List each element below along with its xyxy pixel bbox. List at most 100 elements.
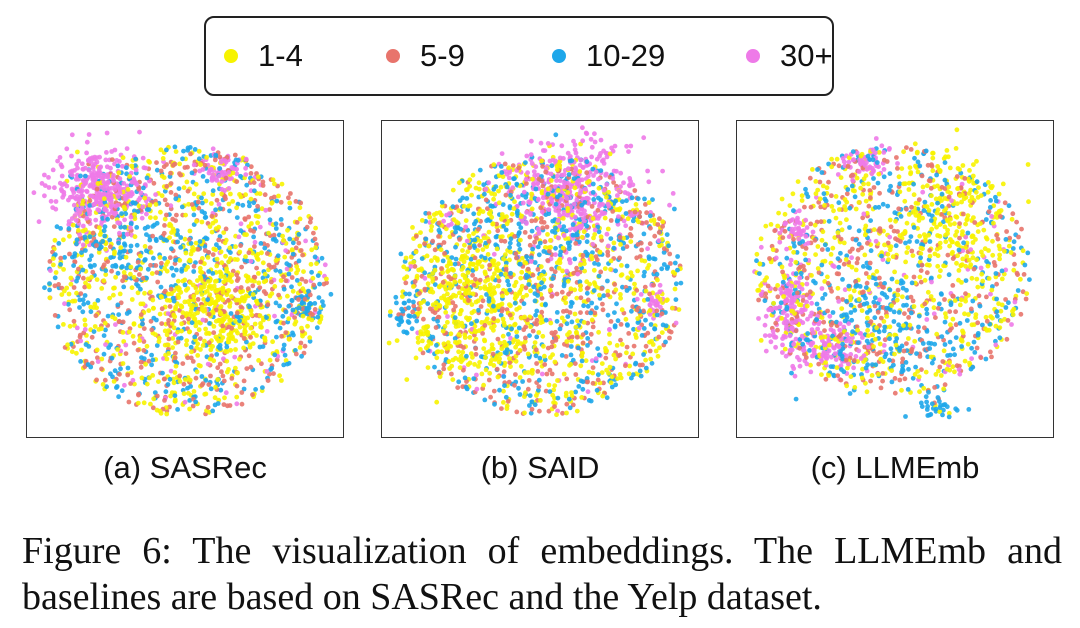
point-10-29 (405, 319, 411, 324)
point-10-29 (456, 379, 462, 385)
point-5-9 (624, 244, 630, 249)
point-1-4 (459, 295, 465, 300)
point-5-9 (457, 237, 462, 242)
point-30-plus (589, 154, 594, 160)
point-1-4 (495, 261, 501, 267)
point-1-4 (568, 361, 574, 367)
point-30-plus (553, 252, 558, 258)
point-1-4 (554, 412, 559, 418)
point-1-4 (423, 345, 429, 351)
point-5-9 (667, 251, 673, 257)
point-10-29 (121, 284, 127, 290)
point-30-plus (62, 301, 67, 307)
point-5-9 (283, 278, 289, 284)
point-10-29 (116, 240, 121, 246)
point-10-29 (406, 313, 412, 319)
point-1-4 (211, 300, 217, 306)
point-5-9 (507, 360, 513, 365)
point-10-29 (150, 357, 156, 363)
point-10-29 (542, 357, 548, 363)
point-10-29 (81, 301, 87, 307)
point-1-4 (560, 245, 566, 251)
point-30-plus (446, 223, 451, 228)
point-1-4 (563, 300, 569, 306)
point-30-plus (628, 143, 634, 149)
point-5-9 (298, 200, 304, 206)
point-30-plus (200, 167, 206, 172)
point-30-plus (445, 314, 450, 319)
point-5-9 (229, 376, 235, 381)
point-10-29 (281, 346, 286, 352)
point-10-29 (516, 325, 522, 331)
point-10-29 (196, 156, 202, 162)
point-30-plus (248, 258, 254, 264)
point-5-9 (223, 226, 229, 232)
point-10-29 (486, 296, 492, 301)
point-10-29 (274, 334, 279, 340)
point-5-9 (250, 283, 256, 289)
point-1-4 (47, 295, 53, 301)
point-30-plus (73, 218, 79, 223)
point-10-29 (585, 233, 590, 238)
point-5-9 (455, 385, 461, 390)
point-5-9 (564, 376, 570, 382)
point-5-9 (56, 282, 61, 287)
point-1-4 (597, 292, 602, 298)
point-1-4 (489, 342, 495, 348)
point-5-9 (592, 310, 598, 316)
point-5-9 (549, 266, 554, 272)
point-1-4 (457, 180, 462, 186)
legend-label-5-9: 5-9 (420, 38, 465, 73)
point-1-4 (86, 283, 91, 288)
point-30-plus (59, 173, 65, 179)
point-5-9 (644, 210, 649, 216)
point-1-4 (495, 283, 501, 289)
point-5-9 (208, 373, 213, 379)
point-5-9 (473, 346, 479, 351)
point-10-29 (138, 286, 143, 292)
point-10-29 (646, 254, 652, 260)
point-30-plus (117, 176, 123, 182)
point-10-29 (214, 242, 219, 248)
point-10-29 (652, 256, 658, 262)
point-1-4 (125, 187, 131, 192)
point-10-29 (398, 315, 404, 321)
point-10-29 (169, 265, 175, 271)
point-10-29 (574, 232, 579, 238)
point-1-4 (511, 206, 517, 211)
point-5-9 (217, 361, 223, 367)
point-10-29 (520, 379, 525, 384)
point-5-9 (162, 223, 167, 228)
point-10-29 (83, 173, 88, 179)
point-1-4 (123, 254, 129, 260)
point-30-plus (408, 264, 414, 269)
point-5-9 (215, 365, 221, 371)
point-10-29 (452, 336, 458, 341)
point-1-4 (427, 214, 433, 220)
point-10-29 (537, 355, 543, 361)
point-30-plus (556, 209, 561, 214)
scatter-plot-said (386, 125, 684, 418)
point-10-29 (328, 291, 334, 297)
point-10-29 (665, 264, 671, 270)
point-1-4 (499, 234, 505, 239)
point-1-4 (140, 301, 146, 307)
point-1-4 (475, 259, 481, 265)
point-1-4 (300, 286, 306, 292)
point-1-4 (523, 390, 528, 396)
point-30-plus (232, 354, 238, 360)
point-30-plus (611, 168, 617, 174)
point-10-29 (539, 280, 544, 286)
point-1-4 (648, 356, 654, 362)
point-1-4 (591, 235, 596, 241)
point-5-9 (524, 181, 529, 186)
point-10-29 (401, 300, 407, 306)
point-1-4 (565, 190, 571, 195)
point-1-4 (107, 295, 112, 301)
point-10-29 (77, 305, 82, 310)
point-10-29 (281, 286, 287, 292)
point-10-29 (253, 387, 258, 392)
point-30-plus (580, 138, 586, 144)
point-5-9 (544, 224, 550, 230)
point-1-4 (538, 398, 543, 403)
